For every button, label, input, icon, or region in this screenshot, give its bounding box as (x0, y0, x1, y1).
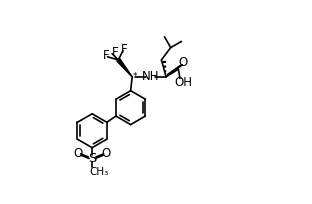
Text: O: O (101, 146, 111, 160)
Text: CH₃: CH₃ (89, 166, 108, 176)
Polygon shape (117, 59, 132, 77)
Text: OH: OH (174, 76, 192, 90)
Text: F: F (121, 43, 128, 56)
Text: S: S (88, 152, 96, 165)
Text: F: F (103, 49, 109, 62)
Text: F: F (112, 46, 119, 59)
Text: O: O (74, 146, 83, 160)
Text: O: O (178, 57, 188, 70)
Text: *: * (132, 72, 137, 81)
Text: NH: NH (142, 70, 159, 83)
